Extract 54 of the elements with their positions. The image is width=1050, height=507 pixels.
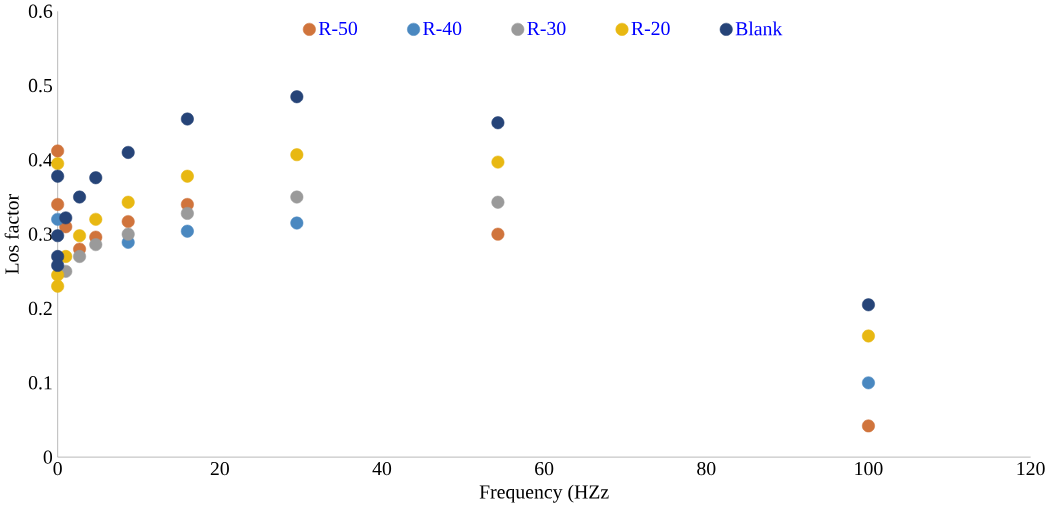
- point: [51, 144, 65, 158]
- point: [491, 227, 505, 241]
- point: [51, 258, 65, 272]
- x-tick-label: 20: [210, 461, 229, 476]
- point: [59, 211, 73, 225]
- legend-label: R-40: [423, 21, 462, 35]
- legend-label: R-20: [631, 21, 670, 35]
- point: [491, 195, 505, 209]
- x-tick-label: 100: [855, 461, 883, 476]
- point: [180, 224, 194, 238]
- point: [51, 229, 65, 243]
- point: [862, 329, 875, 343]
- point: [491, 116, 505, 130]
- point: [290, 148, 304, 162]
- point: [121, 145, 135, 159]
- point: [51, 197, 65, 211]
- point: [180, 169, 194, 183]
- point: [121, 227, 135, 241]
- point: [180, 206, 194, 220]
- y-tick-label: 0: [43, 450, 53, 464]
- x-tick-label: 40: [372, 461, 392, 476]
- x-tick-label: 120: [1017, 461, 1045, 476]
- point: [862, 376, 875, 390]
- point: [51, 157, 65, 170]
- point: [73, 229, 86, 243]
- point: [290, 90, 304, 104]
- y-tick-label: 0.1: [28, 375, 52, 390]
- y-tick-label: 0.4: [28, 153, 53, 167]
- point: [89, 238, 103, 251]
- legend-label: R-30: [527, 21, 566, 35]
- point: [180, 112, 194, 126]
- y-tick-label: 0.5: [28, 78, 53, 93]
- point: [862, 298, 875, 312]
- point: [121, 195, 135, 209]
- point: [491, 155, 505, 169]
- y-tick-label: 0.2: [28, 301, 52, 316]
- point: [51, 169, 65, 183]
- point: [51, 279, 65, 293]
- y-tick-label: 0.6: [28, 4, 53, 18]
- x-tick-label: 60: [535, 461, 554, 476]
- point: [73, 249, 86, 263]
- legend-label: R-50: [318, 21, 358, 35]
- point: [73, 190, 86, 204]
- x-axis-title: Frequency (HZz: [479, 484, 609, 503]
- point: [290, 190, 304, 204]
- point: [89, 212, 103, 226]
- point: [862, 419, 875, 433]
- x-tick-label: 80: [697, 461, 716, 476]
- point: [89, 171, 103, 185]
- legend-label: Blank: [735, 21, 783, 36]
- y-tick-label: 0.3: [28, 227, 53, 241]
- point: [290, 216, 304, 230]
- point: [121, 214, 135, 228]
- y-axis-title: Los factor: [4, 193, 19, 274]
